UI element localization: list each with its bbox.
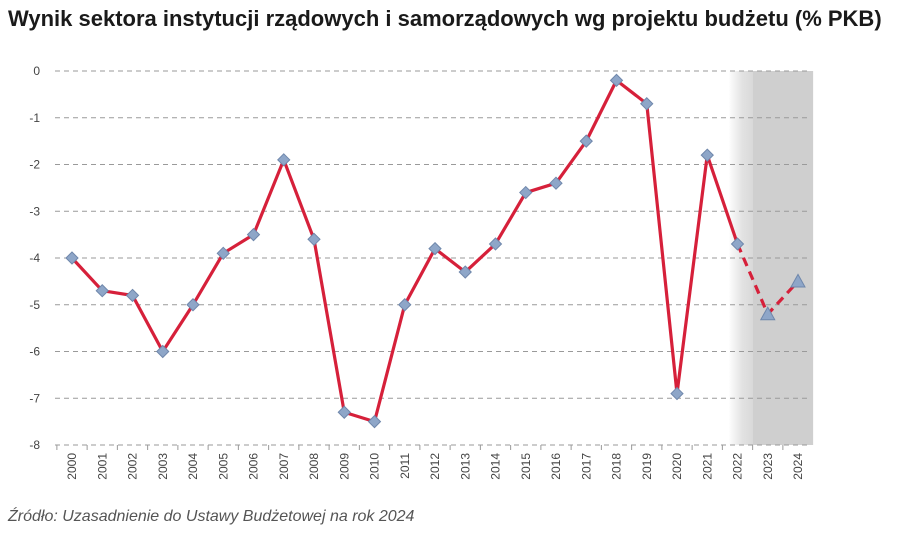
x-tick-label: 2013 [458,453,472,480]
source-note: Źródło: Uzasadnienie do Ustawy Budżetowe… [8,508,415,525]
x-tick-label: 2010 [368,453,382,480]
x-tick-label: 2018 [610,453,624,480]
data-point [277,153,291,167]
data-point [307,232,321,247]
x-tick-label: 2016 [549,453,563,480]
x-tick-label: 2009 [337,453,351,480]
x-tick-label: 2022 [731,453,745,480]
data-point [428,241,442,256]
y-tick-label: -8 [29,438,40,452]
data-point [609,73,624,88]
data-point [488,237,503,251]
y-tick-label: 0 [33,64,40,78]
x-tick-label: 2017 [579,453,593,480]
x-tick-label: 2001 [95,453,109,480]
x-tick-label: 2020 [670,453,684,480]
y-tick-label: -1 [29,111,40,125]
data-point [730,237,745,251]
data-point [549,176,563,190]
y-tick-label: -2 [29,158,40,172]
x-tick-label: 2023 [761,453,775,480]
data-point [65,251,79,265]
data-point [519,185,533,200]
data-point [670,386,684,401]
x-tick-label: 2015 [519,453,533,480]
data-point [216,246,230,261]
y-tick-label: -4 [29,251,40,265]
x-tick-label: 2003 [156,453,170,480]
data-point [398,298,412,312]
y-tick-label: -6 [29,345,40,359]
data-point [186,298,200,312]
y-tick-label: -5 [29,298,40,312]
x-tick-label: 2004 [186,453,200,480]
series-line [70,78,740,424]
x-tick-label: 2006 [247,453,261,480]
x-tick-label: 2005 [216,453,230,480]
x-tick-label: 2000 [65,453,79,480]
data-point [95,284,109,298]
data-point-triangle [759,306,776,321]
x-tick-label: 2019 [640,453,654,480]
y-tick-label: -7 [29,391,40,405]
x-tick-label: 2014 [489,453,503,480]
x-tick-label: 2008 [307,453,321,480]
y-tick-label: -3 [29,204,40,218]
x-tick-label: 2002 [126,453,140,480]
x-tick-label: 2024 [791,453,805,480]
data-point [246,227,261,242]
data-point [579,134,593,148]
x-tick-label: 2007 [277,453,291,480]
x-tick-label: 2021 [700,453,714,480]
data-point [156,344,170,359]
data-point [700,148,714,162]
x-tick-label: 2012 [428,453,442,480]
data-point-triangle [790,273,806,288]
data-point [367,414,382,429]
chart-title: Wynik sektora instytucji rządowych i sam… [8,6,882,31]
x-tick-label: 2011 [398,453,412,479]
data-point [337,405,351,419]
data-point [458,265,472,279]
data-point [125,288,140,303]
data-point [640,97,654,111]
